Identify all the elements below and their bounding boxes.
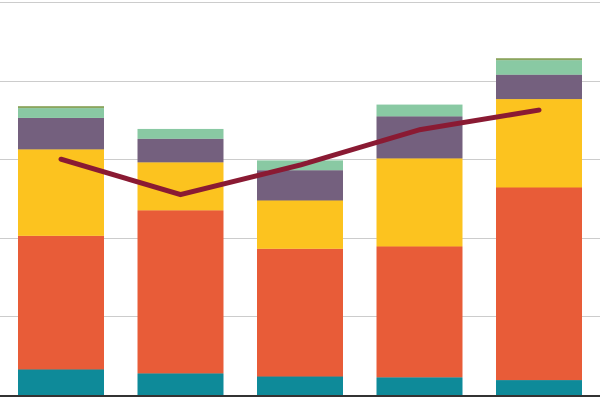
bar-segment-5-6 (496, 58, 582, 61)
bar-segment-2-5 (137, 128, 224, 139)
bar-segment-3-1 (257, 376, 343, 395)
bar-segment-2-4 (137, 138, 224, 163)
bar-segment-1-5 (18, 108, 104, 118)
bar-segment-1-6 (18, 106, 104, 109)
line-series (58, 107, 542, 198)
bar-segment-1-1 (18, 369, 104, 395)
bar-segment-4-2 (376, 246, 463, 378)
bar-segment-4-1 (376, 377, 463, 395)
bar-segment-3-4 (257, 170, 343, 201)
bar-segment-1-4 (18, 117, 104, 150)
bar-stacks (18, 58, 582, 395)
bar-segment-4-5 (376, 104, 463, 117)
bar-segment-5-4 (496, 74, 582, 100)
bar-segment-3-2 (257, 248, 343, 377)
bar-segment-2-2 (137, 210, 224, 374)
bar-segment-1-2 (18, 235, 104, 370)
bar-segment-3-3 (257, 200, 343, 249)
bar-segment-4-3 (376, 158, 463, 247)
bar-segment-5-2 (496, 187, 582, 381)
bar-segment-5-5 (496, 60, 582, 75)
bar-segment-5-1 (496, 380, 582, 395)
bar-segment-2-1 (137, 373, 224, 395)
bar-segment-1-3 (18, 149, 104, 236)
